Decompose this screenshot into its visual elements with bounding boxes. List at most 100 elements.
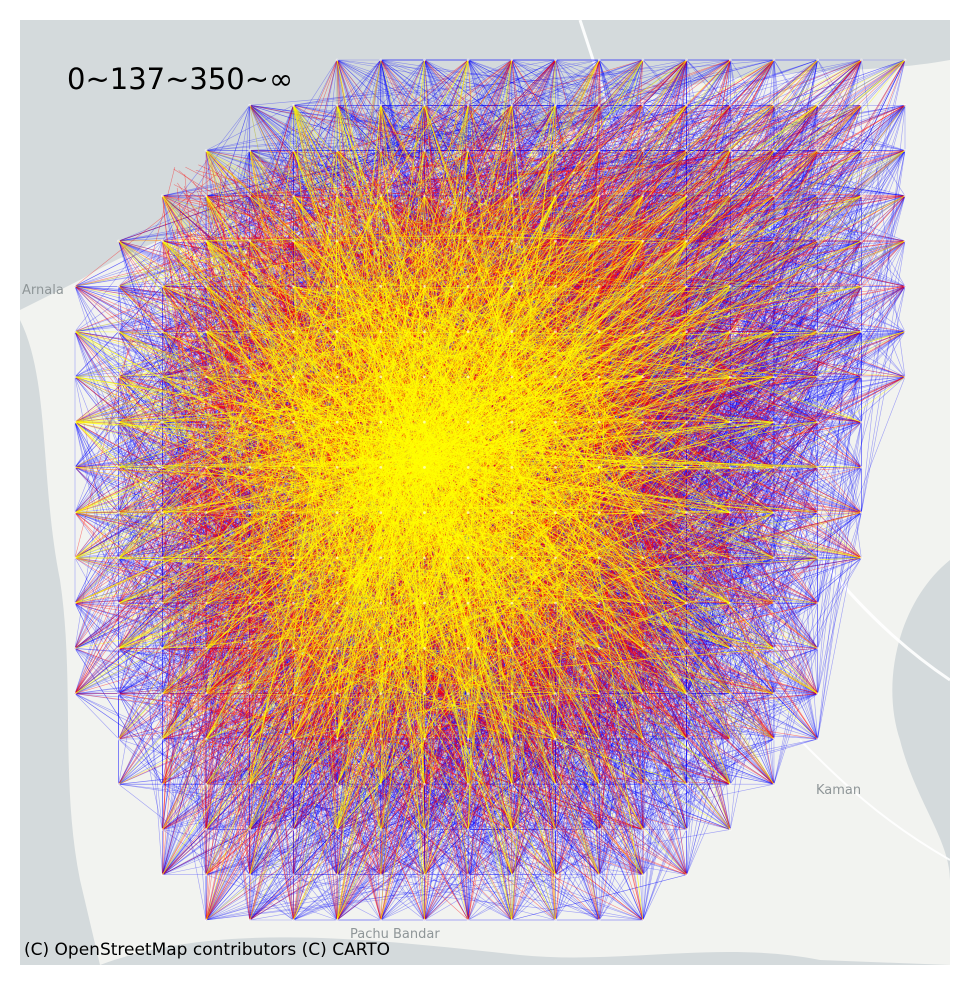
flow-edge-low bbox=[686, 376, 731, 513]
flow-edge-low bbox=[642, 59, 687, 242]
flow-edge-low bbox=[598, 557, 687, 875]
flow-edge-low bbox=[162, 648, 731, 830]
flow-edge-low bbox=[555, 240, 862, 423]
flow-edge-low bbox=[555, 105, 906, 513]
flow-edge-low bbox=[380, 557, 862, 921]
flow-edge-low bbox=[74, 602, 512, 740]
map-canvas[interactable] bbox=[20, 20, 950, 965]
flow-edge-low bbox=[118, 783, 512, 830]
flow-edge-low bbox=[511, 150, 906, 197]
flow-edge-low bbox=[555, 829, 644, 876]
flow-edge-low bbox=[598, 286, 731, 830]
flow-edge-low bbox=[511, 59, 600, 106]
flow-edge-low bbox=[598, 693, 687, 830]
flow-edge-low bbox=[205, 738, 643, 876]
flow-edge-low bbox=[162, 557, 556, 694]
flow-edge-low bbox=[686, 376, 818, 604]
flow-edge-low bbox=[467, 331, 775, 875]
flow-edge-low bbox=[642, 557, 862, 875]
flow-edge-low bbox=[642, 240, 818, 830]
flow-edge-low bbox=[74, 421, 250, 559]
od-flow-edges bbox=[74, 59, 906, 921]
flow-edge-low bbox=[555, 195, 775, 468]
flow-edge-low bbox=[642, 59, 862, 649]
flow-edge-low bbox=[555, 105, 775, 287]
flow-edge-low bbox=[118, 557, 338, 830]
flow-edge-low bbox=[642, 602, 775, 694]
flow-edge-low bbox=[511, 105, 687, 604]
flow-edge-low bbox=[249, 104, 906, 197]
flow-edge-low bbox=[380, 738, 775, 921]
flow-edge-low bbox=[205, 874, 338, 921]
flow-edge-low bbox=[686, 286, 731, 830]
flow-edge-low bbox=[205, 603, 251, 830]
flow-edge-low bbox=[118, 648, 381, 875]
flow-edge-low bbox=[74, 59, 556, 604]
flow-edge-low bbox=[511, 150, 862, 468]
flow-edge-low bbox=[380, 693, 731, 830]
flow-edge-low bbox=[74, 693, 731, 785]
flow-edge-low bbox=[162, 105, 294, 694]
flow-edge-low bbox=[118, 557, 250, 740]
flow-edge-low bbox=[555, 376, 687, 559]
flow-edge-low bbox=[686, 376, 906, 513]
flow-edge-low bbox=[686, 59, 818, 740]
flow-edge-low bbox=[817, 150, 906, 739]
flow-edge-low bbox=[249, 693, 644, 876]
flow-edge-low bbox=[467, 59, 513, 151]
flow-edge-low bbox=[599, 467, 818, 604]
flow-edge-low bbox=[74, 648, 163, 785]
flow-edge-low bbox=[293, 693, 512, 785]
flow-edge-low bbox=[205, 693, 775, 876]
flow-edge-low bbox=[424, 59, 600, 197]
flow-edge-low bbox=[686, 240, 862, 740]
flow-edge-low bbox=[118, 648, 381, 694]
flow-edge-low bbox=[293, 59, 556, 197]
flow-edge-low bbox=[162, 512, 207, 604]
flow-edge-low bbox=[555, 557, 731, 875]
flow-edge-low bbox=[598, 195, 906, 694]
flow-edge-low bbox=[162, 829, 643, 921]
flow-edge-low bbox=[162, 512, 207, 785]
flow-edge-low bbox=[511, 376, 818, 830]
flow-edge-low bbox=[380, 59, 862, 468]
flow-edge-low bbox=[511, 693, 556, 875]
flow-edge-low bbox=[424, 331, 862, 921]
flow-edge-low bbox=[773, 286, 818, 423]
flow-edge-low bbox=[162, 150, 513, 378]
flow-edge-low bbox=[598, 693, 644, 921]
road bbox=[578, 20, 950, 682]
flow-edge-low bbox=[206, 874, 600, 921]
flow-edge-low bbox=[162, 59, 513, 559]
flow-edge-low bbox=[249, 602, 556, 830]
map-frame[interactable]: Arnala Kaman Pachu Bandar bbox=[20, 20, 950, 965]
flow-edge-low bbox=[511, 59, 906, 151]
flow-edge-low bbox=[686, 59, 731, 106]
flow-edge-low bbox=[730, 648, 818, 785]
flow-edge-low bbox=[598, 648, 644, 785]
flow-edge-low bbox=[729, 512, 775, 694]
flow-edge-low bbox=[773, 467, 862, 785]
flow-edge-low bbox=[118, 240, 207, 468]
flow-edge-low bbox=[729, 376, 775, 468]
flow-edge-low bbox=[598, 467, 644, 875]
flow-edge-low bbox=[817, 331, 862, 694]
flow-edge-low bbox=[598, 150, 906, 649]
flow-edge-low bbox=[773, 557, 818, 740]
water-body-north bbox=[20, 20, 950, 310]
flow-edge-low bbox=[205, 557, 251, 740]
flow-edge-low bbox=[511, 59, 731, 197]
flow-edge-low bbox=[555, 286, 906, 694]
flow-edge-low bbox=[817, 331, 862, 423]
flow-edge-low bbox=[380, 738, 600, 830]
flow-edge-low bbox=[773, 104, 906, 151]
flow-edge-low bbox=[598, 59, 644, 151]
flow-edge-low bbox=[118, 512, 338, 875]
flow-edge-low bbox=[249, 104, 731, 197]
flow-edge-low bbox=[118, 104, 818, 242]
flow-edge-low bbox=[380, 150, 687, 197]
flow-edge-low bbox=[729, 59, 818, 468]
flow-edge-low bbox=[642, 105, 775, 785]
flow-edge-low bbox=[642, 738, 731, 785]
flow-edge-low bbox=[598, 738, 687, 875]
